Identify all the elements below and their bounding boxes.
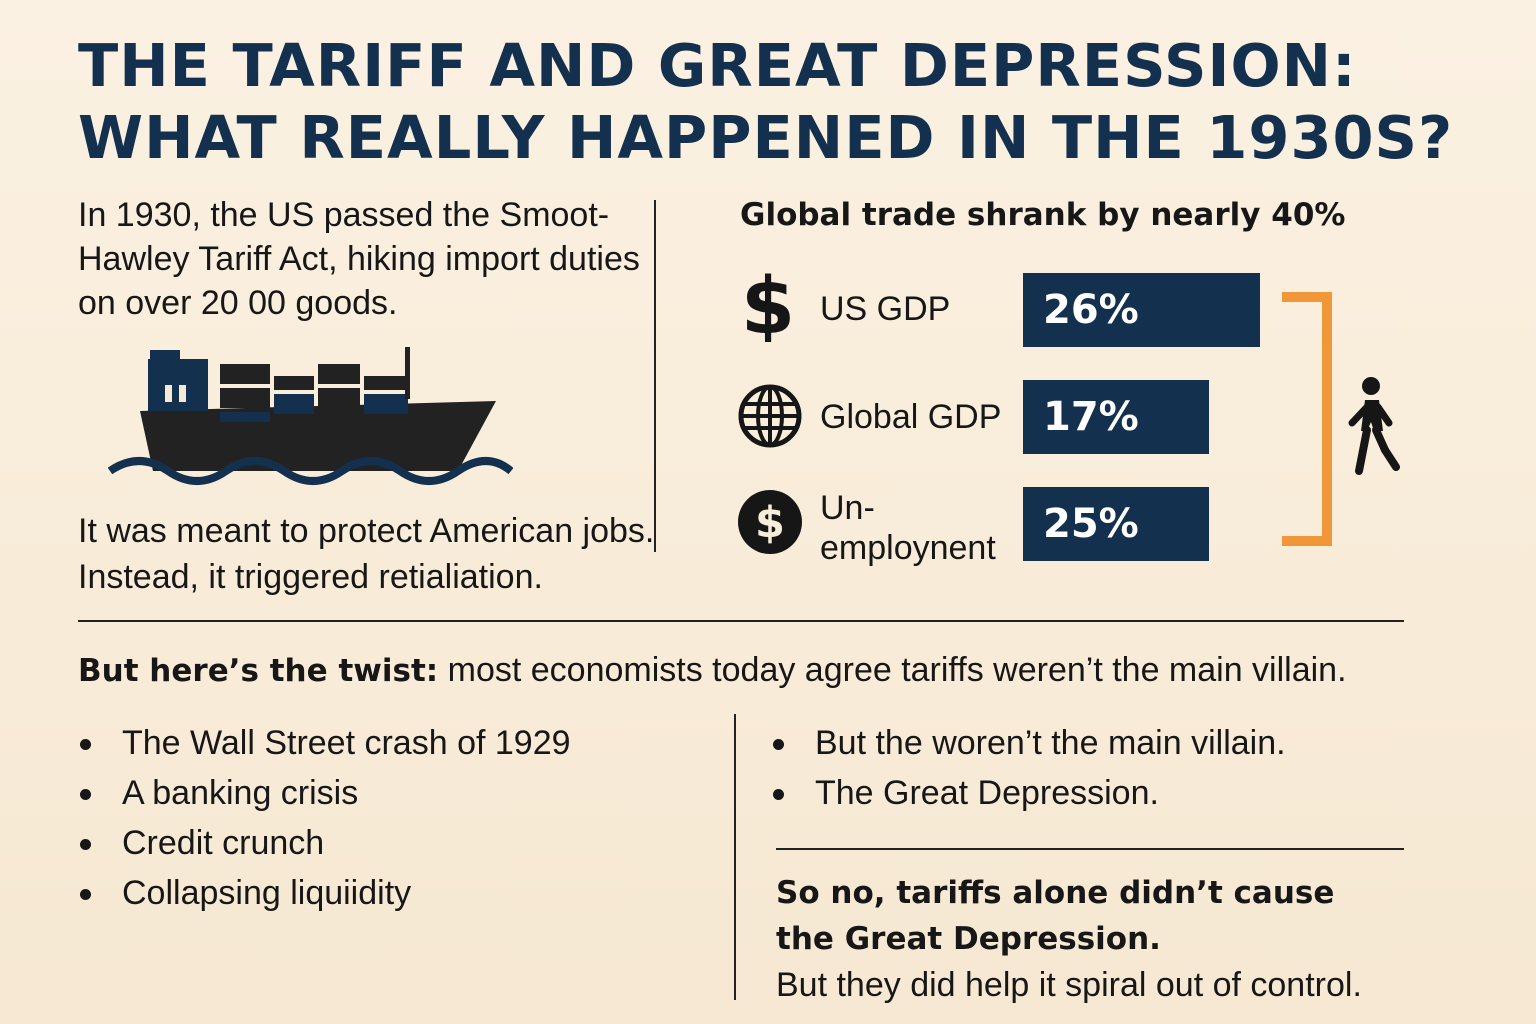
bottom-column-divider xyxy=(734,714,736,1000)
svg-text:$: $ xyxy=(741,272,795,342)
causes-list-right: But the woren’t the main villain. The Gr… xyxy=(771,718,1286,818)
conclusion-bold-line-2: the Great Depression. xyxy=(776,921,1161,957)
conclusion-bold-line-1: So no, tariffs alone didn’t cause xyxy=(776,875,1335,911)
metric-label-us-gdp: US GDP xyxy=(820,290,951,328)
walking-person-icon xyxy=(1348,377,1400,475)
column-divider xyxy=(654,200,656,552)
twist-statement: But here’s the twist: most economists to… xyxy=(78,647,1518,694)
list-item: But the woren’t the main villain. xyxy=(771,718,1286,768)
list-item: Collapsing liquiidity xyxy=(78,868,571,918)
metric-label-unemployment-line-2: employnent xyxy=(820,529,996,567)
twist-bold: But here’s the twist: xyxy=(78,653,439,689)
causes-list-left: The Wall Street crash of 1929 A banking … xyxy=(78,718,571,918)
list-item: Credit crunch xyxy=(78,818,571,868)
bracket-icon xyxy=(1282,292,1332,546)
svg-text:$: $ xyxy=(755,498,785,548)
list-item: The Great Depression. xyxy=(771,768,1286,818)
twist-text: most economists today agree tariffs were… xyxy=(438,651,1347,689)
list-item: A banking crisis xyxy=(78,768,571,818)
globe-icon xyxy=(738,384,802,448)
conclusion-text: But they did help it spiral out of contr… xyxy=(776,966,1362,1004)
conclusion-divider xyxy=(776,848,1404,850)
dollar-coin-icon: $ xyxy=(738,490,802,554)
bar-us-gdp: 26% xyxy=(1023,273,1260,347)
title-line-2: WHAT REALLY HAPPENED IN THE 1930S? xyxy=(78,103,1454,172)
conclusion: So no, tariffs alone didn’t cause the Gr… xyxy=(776,870,1516,1008)
section-divider xyxy=(78,620,1404,622)
metric-label-unemployment-line-1: Un- xyxy=(820,489,875,527)
list-item: The Wall Street crash of 1929 xyxy=(78,718,571,768)
title-line-1: THE TARIFF AND GREAT DEPRESSION: xyxy=(78,31,1357,100)
bar-global-gdp: 17% xyxy=(1023,380,1209,454)
cargo-ship-icon xyxy=(108,347,513,485)
metric-label-global-gdp: Global GDP xyxy=(820,398,1002,436)
intro-text: In 1930, the US passed the Smoot-Hawley … xyxy=(78,196,640,322)
bar-unemployment: 25% xyxy=(1023,487,1209,561)
page-title: THE TARIFF AND GREAT DEPRESSION: WHAT RE… xyxy=(78,30,1478,174)
outro-text: It was meant to protect American jobs. I… xyxy=(78,512,655,596)
stats-heading: Global trade shrank by nearly 40% xyxy=(740,197,1346,233)
dollar-sign-icon: $ xyxy=(741,272,795,342)
